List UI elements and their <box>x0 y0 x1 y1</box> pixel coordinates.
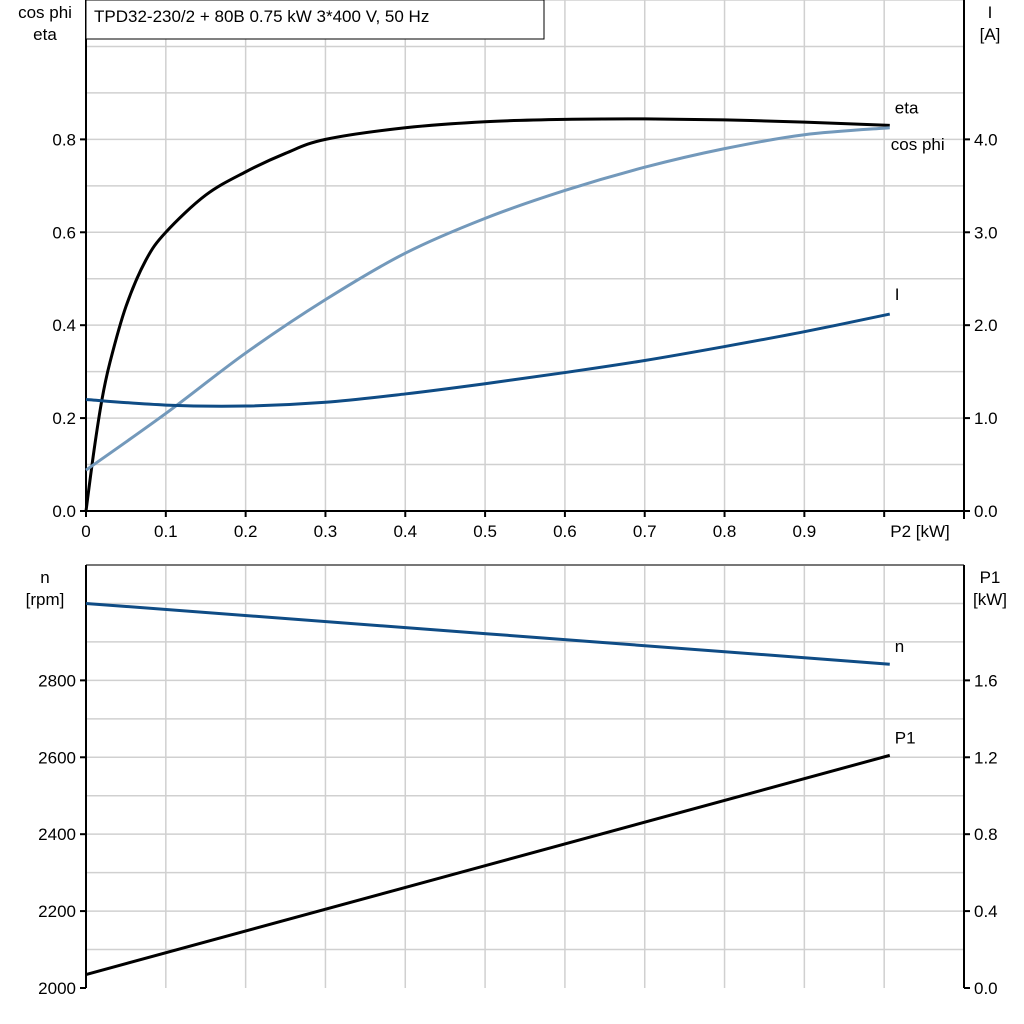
title-box: TPD32-230/2 + 80B 0.75 kW 3*400 V, 50 Hz <box>85 0 545 40</box>
y-left-axis-label: n <box>40 568 49 587</box>
y-right-tick-label: 2.0 <box>974 316 998 335</box>
y-right-axis-label: P1 <box>980 568 1001 587</box>
x-axis-label: P2 [kW] <box>890 522 950 541</box>
x-tick-label: 0 <box>81 522 90 541</box>
y-right-tick-label: 0.8 <box>974 825 998 844</box>
y-left-axis-label: eta <box>33 25 57 44</box>
y-left-tick-label: 2600 <box>38 748 76 767</box>
y-left-tick-label: 2400 <box>38 825 76 844</box>
x-tick-label: 0.9 <box>793 522 817 541</box>
series-line-cos-phi <box>85 126 890 472</box>
bottom-plot: 2000 2200 2400 2600 2800 0.0 0.4 0.8 1.2 1.6 n [rpm… <box>26 564 1007 998</box>
x-tick-label: 0.8 <box>713 522 737 541</box>
y-right-tick-label: 0.0 <box>974 502 998 521</box>
y-right-tick-label: 3.0 <box>974 223 998 242</box>
y-left-tick-label: 2200 <box>38 902 76 921</box>
y-left-axis-label: [rpm] <box>26 590 65 609</box>
x-tick-label: 0.3 <box>314 522 338 541</box>
y-right-tick-label: 1.2 <box>974 748 998 767</box>
y-right-tick-label: 1.0 <box>974 409 998 428</box>
series-label-p1: P1 <box>895 728 916 747</box>
series-label-cos-phi: cos phi <box>891 135 945 154</box>
y-left-tick-label: 0.0 <box>52 502 76 521</box>
x-tick-label: 0.2 <box>234 522 258 541</box>
y-right-tick-label: 0.0 <box>974 979 998 998</box>
series-line-eta <box>84 117 890 512</box>
y-left-axis-label: cos phi <box>18 3 72 22</box>
y-left-tick-label: 0.8 <box>52 130 76 149</box>
y-right-axis-label: I <box>988 3 993 22</box>
x-tick-label: 0.4 <box>393 522 417 541</box>
series-line-p1 <box>85 753 891 976</box>
series-label-eta: eta <box>895 98 919 117</box>
y-left-tick-label: 0.4 <box>52 316 76 335</box>
series-line-n <box>85 601 890 666</box>
x-tick-label: 0.7 <box>633 522 657 541</box>
y-left-tick-label: 2800 <box>38 671 76 690</box>
y-right-tick-label: 1.6 <box>974 671 998 690</box>
y-right-axis-label: [kW] <box>973 590 1007 609</box>
y-left-tick-label: 0.6 <box>52 223 76 242</box>
x-tick-label: 0.6 <box>553 522 577 541</box>
x-tick-label: 0.1 <box>154 522 178 541</box>
y-left-tick-label: 0.2 <box>52 409 76 428</box>
x-tick-label: 0.5 <box>473 522 497 541</box>
top-plot: 0.0 0.2 0.4 0.6 0.8 0.0 1.0 2.0 3.0 4.0 0 0.1 0.2 0.3… <box>18 0 1000 541</box>
y-left-tick-label: 2000 <box>38 979 76 998</box>
y-right-tick-label: 0.4 <box>974 902 998 921</box>
series-label-i: I <box>895 285 900 304</box>
y-right-tick-label: 4.0 <box>974 130 998 149</box>
chart-title: TPD32-230/2 + 80B 0.75 kW 3*400 V, 50 Hz <box>94 7 429 26</box>
series-line-i <box>85 312 891 408</box>
series-label-n: n <box>895 637 904 656</box>
y-right-axis-label: [A] <box>980 25 1001 44</box>
